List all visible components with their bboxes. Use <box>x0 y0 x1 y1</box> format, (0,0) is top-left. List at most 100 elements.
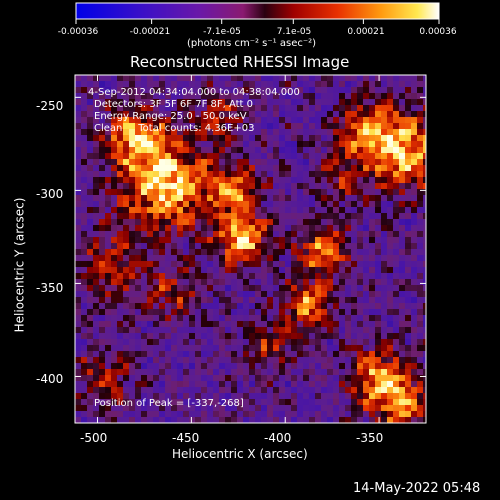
image-pixel <box>333 201 340 208</box>
image-pixel <box>375 141 382 148</box>
image-pixel <box>219 279 226 286</box>
image-pixel <box>129 135 136 142</box>
image-pixel <box>387 417 394 423</box>
image-pixel <box>165 225 172 232</box>
image-pixel <box>303 219 310 226</box>
image-pixel <box>99 363 106 370</box>
image-pixel <box>219 387 226 394</box>
image-pixel <box>135 369 142 376</box>
image-pixel <box>405 111 412 118</box>
image-pixel <box>189 387 196 394</box>
image-pixel <box>219 213 226 220</box>
image-pixel <box>159 333 166 340</box>
image-pixel <box>255 267 262 274</box>
image-pixel <box>405 129 412 136</box>
image-pixel <box>303 411 310 418</box>
image-pixel <box>363 417 370 423</box>
image-pixel <box>309 219 316 226</box>
image-pixel <box>399 381 406 388</box>
image-pixel <box>123 171 130 178</box>
image-pixel <box>375 345 382 352</box>
image-pixel <box>93 261 100 268</box>
image-pixel <box>369 171 376 178</box>
image-pixel <box>243 81 250 88</box>
image-pixel <box>207 309 214 316</box>
image-pixel <box>423 195 426 202</box>
image-pixel <box>153 117 160 124</box>
image-pixel <box>135 93 142 100</box>
image-pixel <box>153 93 160 100</box>
image-pixel <box>267 219 274 226</box>
image-pixel <box>231 171 238 178</box>
image-pixel <box>417 273 424 280</box>
image-pixel <box>189 165 196 172</box>
image-pixel <box>93 171 100 178</box>
image-pixel <box>87 417 94 423</box>
image-pixel <box>333 417 340 423</box>
image-pixel <box>243 285 250 292</box>
image-pixel <box>81 411 88 418</box>
image-pixel <box>207 243 214 250</box>
image-pixel <box>225 159 232 166</box>
image-pixel <box>405 369 412 376</box>
image-pixel <box>183 267 190 274</box>
image-pixel <box>417 99 424 106</box>
image-pixel <box>213 105 220 112</box>
image-pixel <box>273 303 280 310</box>
image-pixel <box>183 405 190 412</box>
image-pixel <box>423 117 426 124</box>
image-pixel <box>81 231 88 238</box>
image-pixel <box>297 345 304 352</box>
image-pixel <box>411 351 418 358</box>
image-pixel <box>279 135 286 142</box>
image-pixel <box>225 261 232 268</box>
image-pixel <box>405 285 412 292</box>
image-pixel <box>225 339 232 346</box>
image-pixel <box>279 411 286 418</box>
image-pixel <box>327 75 334 82</box>
image-pixel <box>171 135 178 142</box>
image-pixel <box>117 321 124 328</box>
image-pixel <box>423 177 426 184</box>
image-pixel <box>219 165 226 172</box>
image-pixel <box>333 165 340 172</box>
image-pixel <box>273 261 280 268</box>
image-pixel <box>393 111 400 118</box>
image-pixel <box>99 219 106 226</box>
image-pixel <box>147 291 154 298</box>
image-pixel <box>297 129 304 136</box>
image-pixel <box>405 237 412 244</box>
image-pixel <box>135 195 142 202</box>
image-pixel <box>225 363 232 370</box>
image-pixel <box>381 153 388 160</box>
image-pixel <box>195 345 202 352</box>
image-pixel <box>261 165 268 172</box>
image-pixel <box>93 189 100 196</box>
image-pixel <box>189 189 196 196</box>
image-pixel <box>309 345 316 352</box>
image-pixel <box>231 333 238 340</box>
image-pixel <box>291 105 298 112</box>
image-pixel <box>141 159 148 166</box>
image-pixel <box>285 237 292 244</box>
image-pixel <box>201 207 208 214</box>
image-pixel <box>363 93 370 100</box>
image-pixel <box>267 183 274 190</box>
image-pixel <box>381 117 388 124</box>
image-pixel <box>333 171 340 178</box>
image-pixel <box>333 159 340 166</box>
image-pixel <box>291 93 298 100</box>
image-pixel <box>255 339 262 346</box>
image-pixel <box>213 81 220 88</box>
image-pixel <box>147 87 154 94</box>
image-pixel <box>327 321 334 328</box>
image-pixel <box>423 261 426 268</box>
image-pixel <box>327 159 334 166</box>
image-pixel <box>387 273 394 280</box>
image-pixel <box>99 399 106 406</box>
image-pixel <box>111 345 118 352</box>
image-pixel <box>153 405 160 412</box>
image-pixel <box>87 357 94 364</box>
image-pixel <box>297 261 304 268</box>
image-pixel <box>117 375 124 382</box>
